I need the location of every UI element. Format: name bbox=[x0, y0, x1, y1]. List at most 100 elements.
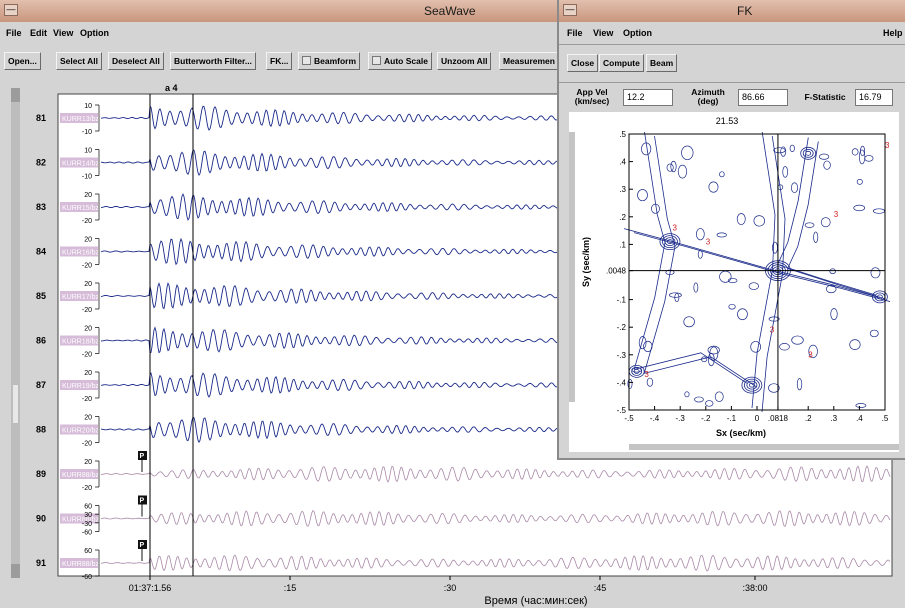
pick-marker[interactable] bbox=[138, 540, 147, 549]
fk-contour-blob bbox=[683, 316, 695, 328]
butterworth-filter-button[interactable]: Butterworth Filter... bbox=[170, 52, 256, 70]
menu-edit[interactable]: Edit bbox=[30, 28, 47, 38]
vertical-scrollbar[interactable] bbox=[11, 88, 20, 578]
pick-marker[interactable] bbox=[138, 495, 147, 505]
fk-contour-blob bbox=[631, 367, 642, 373]
trace-label-box[interactable] bbox=[60, 335, 98, 346]
scroll-down-arrow[interactable] bbox=[11, 564, 20, 578]
scroll-up-arrow[interactable] bbox=[11, 88, 20, 102]
trace-scale-label: -20 bbox=[82, 307, 92, 314]
f-statistic-field[interactable]: 16.79 bbox=[855, 89, 893, 106]
fk-y-tick-label: -.1 bbox=[617, 296, 627, 305]
auto-scale-checkbox[interactable] bbox=[372, 56, 381, 65]
fk-contour-blob bbox=[638, 336, 647, 350]
fk-beam-button[interactable]: Beam bbox=[646, 54, 678, 72]
fk-button[interactable]: FK... bbox=[266, 52, 293, 70]
trace-waveform[interactable] bbox=[100, 509, 891, 528]
f-statistic-label: F-Statistic bbox=[804, 92, 846, 102]
fk-menu-view[interactable]: View bbox=[593, 28, 614, 38]
pick-marker[interactable] bbox=[138, 451, 147, 460]
fk-titlebar[interactable]: — FK bbox=[559, 0, 905, 23]
fk-window-menu-button[interactable]: — bbox=[563, 4, 577, 16]
fk-contour-blob bbox=[791, 182, 799, 194]
fk-contour-blob bbox=[627, 378, 633, 389]
app-vel-label: App Vel (km/sec) bbox=[567, 88, 617, 106]
fk-contour-ridge bbox=[777, 264, 876, 296]
menu-view[interactable]: View bbox=[53, 28, 74, 38]
trace-label-box[interactable] bbox=[60, 469, 98, 479]
trace-label-box[interactable] bbox=[60, 424, 98, 435]
trace-waveform[interactable] bbox=[100, 465, 891, 483]
fk-x-tick-label: .4 bbox=[856, 414, 863, 423]
trace-number: 85 bbox=[36, 291, 46, 301]
beamform-checkbox[interactable] bbox=[302, 56, 311, 65]
fk-contour-level-label: 3 bbox=[673, 224, 678, 233]
fk-horizontal-scrollbar[interactable] bbox=[629, 444, 899, 450]
trace-label-box[interactable] bbox=[60, 513, 98, 524]
scrollbar-thumb[interactable] bbox=[13, 385, 18, 423]
azimuth-label-line2: (deg) bbox=[697, 96, 719, 106]
trace-label-box[interactable] bbox=[60, 246, 98, 257]
measurement-button[interactable]: Measuremen bbox=[499, 52, 557, 70]
fk-contour-plot[interactable]: 3 3 3 3 3 3 3 -.5 -.4 -.3 -.2 -.1 0 .0818 .2 .3 .4 .5 .5.… bbox=[569, 112, 899, 452]
auto-scale-toggle[interactable]: Auto Scale bbox=[368, 52, 432, 70]
trace-label-box[interactable] bbox=[60, 380, 98, 390]
fk-contour-blob bbox=[641, 142, 652, 156]
fk-menu-option[interactable]: Option bbox=[623, 28, 652, 38]
trace-waveform[interactable] bbox=[100, 554, 891, 572]
fk-compute-button[interactable]: Compute bbox=[599, 54, 644, 72]
fk-vertical-scrollbar[interactable] bbox=[569, 132, 575, 402]
trace-scale-label: 60 bbox=[84, 504, 92, 511]
fk-toolbar: Close Compute Beam bbox=[559, 44, 905, 78]
trace-label-box[interactable] bbox=[60, 157, 98, 168]
fk-close-button[interactable]: Close bbox=[567, 54, 599, 72]
trace-number: 82 bbox=[36, 158, 46, 168]
fk-menubar: File View Option Help bbox=[559, 22, 905, 45]
fk-contour-blob bbox=[789, 144, 795, 153]
fk-x-tick-label: .0818 bbox=[768, 414, 789, 423]
fk-contour-blob bbox=[768, 383, 780, 393]
fk-x-tick-label: .3 bbox=[830, 414, 837, 423]
select-all-button[interactable]: Select All bbox=[56, 52, 102, 70]
trace-label-box[interactable] bbox=[60, 202, 98, 212]
window-menu-button[interactable]: — bbox=[4, 4, 18, 16]
fk-y-tick-label: .0048 bbox=[606, 267, 627, 276]
app-vel-label-line2: (km/sec) bbox=[574, 96, 610, 106]
trace-label-box[interactable] bbox=[60, 558, 98, 568]
fk-results-bar: App Vel (km/sec) 12.2 Azimuth (deg) 86.66 … bbox=[559, 82, 905, 111]
fk-y-tick-label: .1 bbox=[619, 240, 626, 249]
trace-scale-label: 20 bbox=[84, 281, 92, 288]
beamform-label: Beamform bbox=[314, 56, 357, 66]
trace-number: 81 bbox=[36, 113, 46, 123]
unzoom-all-button[interactable]: Unzoom All bbox=[437, 52, 492, 70]
trace-label-box[interactable] bbox=[60, 291, 98, 301]
menu-option[interactable]: Option bbox=[80, 28, 109, 38]
fk-contour-blob bbox=[707, 345, 720, 355]
fk-contour-blob bbox=[870, 267, 881, 279]
trace-number: 89 bbox=[36, 469, 46, 479]
trace-station-name: KURR88/bz bbox=[62, 561, 99, 568]
menu-file[interactable]: File bbox=[6, 28, 22, 38]
fk-contour-blob bbox=[825, 284, 837, 294]
app-vel-field[interactable]: 12.2 bbox=[623, 89, 673, 106]
trace-station-name: KURR15/bz bbox=[62, 205, 99, 212]
fk-contour-peak bbox=[800, 146, 817, 160]
open-button[interactable]: Open... bbox=[4, 52, 41, 70]
trace-station-name: KURR14/bz bbox=[62, 161, 99, 168]
fk-contour-blob bbox=[780, 146, 787, 157]
pick-marker-label: P bbox=[140, 453, 145, 460]
fk-contour-peak bbox=[743, 378, 760, 392]
fk-contour-blob bbox=[693, 282, 699, 293]
fk-contour-level-label: 3 bbox=[885, 141, 890, 150]
fk-menu-file[interactable]: File bbox=[567, 28, 583, 38]
beamform-toggle[interactable]: Beamform bbox=[298, 52, 361, 70]
trace-scale-label: 10 bbox=[84, 103, 92, 110]
trace-scale-label: 20 bbox=[84, 326, 92, 333]
fk-menu-help[interactable]: Help bbox=[883, 28, 903, 38]
trace-scale-label: -20 bbox=[82, 485, 92, 492]
trace-label-box[interactable] bbox=[60, 113, 98, 123]
trace-scale-label: 30 bbox=[84, 512, 92, 519]
deselect-all-button[interactable]: Deselect All bbox=[108, 52, 164, 70]
azimuth-field[interactable]: 86.66 bbox=[738, 89, 788, 106]
fk-contour-blob bbox=[750, 341, 761, 353]
